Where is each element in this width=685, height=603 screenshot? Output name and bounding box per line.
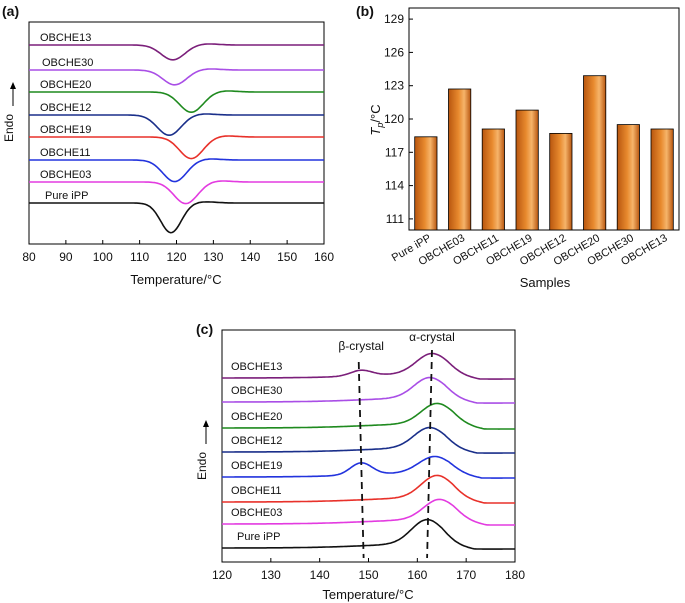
panel-a-x-axis-label: Temperature/°C [130, 272, 221, 287]
panel-b-bar-obche13 [650, 128, 674, 231]
panel-b-y-tick-label: 129 [384, 12, 404, 26]
panel-c-x-tick-label: 130 [261, 568, 281, 582]
panel-b-y-ticks: 111 114 117 120 123 126 129 [384, 12, 413, 226]
panel-c-curves: OBCHE13 OBCHE30 OBCHE20 OBCHE12 OBCHE19 OBCHE… [222, 352, 515, 550]
panel-c-series-label-obche11: OBCHE11 [231, 485, 282, 497]
panel-b-x-ticks: Pure iPPOBCHE03OBCHE11OBCHE19OBCHE12OBCH… [390, 232, 670, 268]
panel-c-x-axis-label: Temperature/°C [322, 587, 413, 602]
panel-a-curves: OBCHE13 OBCHE30 OBCHE20 OBCHE12 OBCHE19 OBCHE… [29, 32, 324, 234]
svg-text:Endo: Endo [195, 452, 209, 480]
panel-a-curve-obche13 [29, 43, 324, 61]
panel-a-y-axis-label: Endo [2, 82, 16, 142]
panel-c-series-label-obche30: OBCHE30 [231, 385, 282, 397]
panel-b-bar-pure-ipp [414, 136, 438, 231]
panel-c-curve-obche13 [222, 352, 515, 380]
panel-c-endo-arrowhead [203, 420, 209, 427]
panel-c-annotation-crystal: α-crystal [409, 330, 455, 344]
panel-a-x-tick-label: 80 [22, 250, 36, 264]
panel-b-y-tick-label: 123 [384, 79, 404, 93]
panel-b-y-tick-label: 114 [385, 179, 404, 193]
panel-a-series-label-obche11: OBCHE11 [40, 147, 91, 159]
panel-c-curve-pure-ipp [222, 518, 515, 550]
panel-c-curve-obche20 [222, 402, 515, 430]
panel-a-label: (a) [2, 3, 19, 19]
panel-b-x-axis-label: Samples [520, 275, 571, 290]
panel-a-curve-obche12 [29, 113, 324, 137]
panel-c-x-tick-label: 140 [310, 568, 330, 582]
panel-a-x-ticks: 80 90 100 110 120 130 140 150 160 [22, 240, 334, 264]
panel-c-curve-obche11 [222, 474, 515, 504]
panel-a-x-tick-label: 150 [277, 250, 297, 264]
panel-c-x-tick-label: 150 [358, 568, 378, 582]
panel-c-x-tick-label: 180 [505, 568, 525, 582]
panel-a-x-tick-label: 90 [59, 250, 73, 264]
panel-c-curve-obche12 [222, 426, 515, 454]
panel-a-curve-pure-ipp [29, 201, 324, 234]
panel-c-series-label-obche12: OBCHE12 [231, 435, 282, 447]
panel-c-alpha-guide-line [426, 349, 433, 559]
panel-a-x-tick-label: 100 [93, 250, 113, 264]
panel-b-label: (b) [356, 3, 374, 19]
panel-b-bar-obche30 [616, 124, 640, 231]
panel-c-crystal-guides [357, 349, 433, 559]
panel-b-y-axis-label: Tp/°C [368, 104, 385, 135]
panel-c-label: (c) [196, 321, 213, 337]
panel-b-y-tick-label: 120 [384, 112, 404, 126]
panel-c-beta-guide-line [357, 361, 365, 559]
panel-b-bar-obche12 [549, 132, 573, 231]
panel-a-x-tick-label: 160 [314, 250, 334, 264]
panel-b-y-tick-label: 117 [385, 145, 404, 159]
svg-text:Endo: Endo [2, 114, 16, 142]
panel-b-y-tick-label: 126 [384, 45, 404, 59]
panel-a-series-label-obche30: OBCHE30 [42, 57, 93, 69]
panel-c-annotation-crystal: β-crystal [338, 339, 384, 353]
panel-c-series-label-obche20: OBCHE20 [231, 411, 282, 423]
panel-a-x-tick-label: 120 [166, 250, 186, 264]
panel-a-x-tick-label: 140 [240, 250, 260, 264]
panel-c-x-tick-label: 120 [212, 568, 232, 582]
panel-c-series-label-obche19: OBCHE19 [231, 460, 282, 472]
panel-a-series-label-obche19: OBCHE19 [40, 124, 91, 136]
panel-c-series-label-pure-ipp: Pure iPP [237, 531, 280, 543]
panel-a-dsc-cooling: (a) OBCHE13OBCHE30OBCHE20OBCHE12OBCHE19O… [2, 3, 334, 287]
panel-c-x-ticks: 120 130 140 150 160 170 180 [212, 558, 525, 582]
panel-a-series-label-obche13: OBCHE13 [40, 32, 91, 44]
panel-b-bar-obche20 [583, 75, 607, 231]
panel-c-curve-obche19 [222, 455, 515, 479]
panel-b-bar-obche11 [481, 128, 505, 231]
panel-b-bar-obche19 [515, 109, 539, 231]
panel-a-x-tick-label: 130 [203, 250, 223, 264]
panel-a-x-tick-label: 110 [130, 250, 149, 264]
panel-a-endo-arrowhead [10, 82, 16, 89]
panel-c-curve-obche03 [222, 498, 515, 526]
panel-c-dsc-heating: (c) OBCHE13OBCHE30OBCHE20OBCHE12OBCHE19O… [195, 321, 525, 602]
panel-b-tp-bar-chart: (b) 111 114 117 120 123 126 129 Pure iPPOBCHE0… [356, 3, 680, 290]
panel-a-curve-obche03 [29, 180, 324, 205]
panel-c-y-axis-label: Endo [195, 420, 209, 480]
panel-a-curve-obche11 [29, 158, 324, 183]
panel-c-annotations: β-crystal α-crystal [338, 330, 454, 353]
panel-c-series-label-obche03: OBCHE03 [231, 507, 282, 519]
panel-a-curve-obche20 [29, 90, 324, 114]
panel-b-bars [414, 75, 674, 231]
panel-c-curve-obche30 [222, 376, 515, 404]
panel-b-y-tick-label: 111 [386, 212, 405, 226]
panel-a-curve-obche19 [29, 135, 324, 160]
panel-c-series-label-obche13: OBCHE13 [231, 361, 282, 373]
panel-c-x-tick-label: 170 [456, 568, 476, 582]
panel-a-series-label-obche03: OBCHE03 [40, 169, 91, 181]
panel-b-bar-obche03 [448, 88, 472, 231]
panel-a-series-label-obche20: OBCHE20 [40, 79, 91, 91]
panel-c-x-tick-label: 160 [407, 568, 427, 582]
panel-a-curve-obche30 [29, 68, 324, 86]
panel-a-series-label-pure-ipp: Pure iPP [45, 190, 88, 202]
panel-a-series-label-obche12: OBCHE12 [40, 102, 91, 114]
